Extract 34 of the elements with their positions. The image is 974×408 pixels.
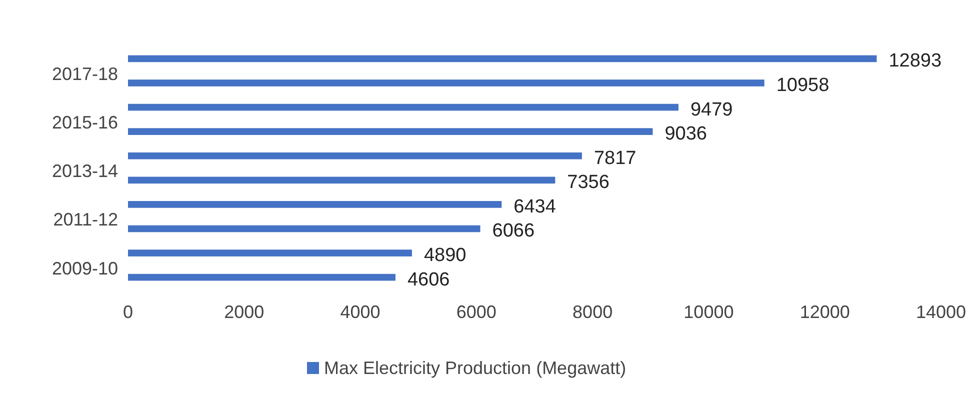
bar — [128, 104, 678, 111]
bar — [128, 176, 556, 184]
x-tick-label: 0 — [122, 302, 134, 322]
data-label: 4606 — [407, 269, 450, 290]
data-label: 9479 — [690, 99, 733, 120]
data-label: 7356 — [567, 172, 610, 194]
bar — [128, 128, 653, 135]
y-tick-label: 2009-10 — [52, 258, 118, 278]
bar — [128, 201, 502, 208]
y-tick-label: 2015-16 — [52, 112, 118, 133]
bar — [128, 225, 480, 232]
y-tick-label: 2017-18 — [52, 64, 118, 84]
y-tick-label: 2013-14 — [52, 161, 118, 182]
data-label: 6066 — [492, 220, 535, 242]
x-tick-label: 12000 — [800, 302, 850, 322]
bar — [128, 152, 582, 160]
x-tick-label: 10000 — [684, 302, 734, 322]
x-tick-label: 8000 — [572, 302, 613, 322]
x-tick-label: 14000 — [916, 302, 966, 322]
data-label: 7817 — [594, 148, 636, 169]
data-label: 9036 — [664, 124, 708, 145]
data-label: 12893 — [888, 50, 942, 72]
data-label: 6434 — [514, 196, 556, 218]
bar — [128, 274, 396, 281]
data-label: 10958 — [776, 74, 830, 96]
legend-label: Max Electricity Production (Megawatt) — [324, 358, 626, 378]
y-tick-label: 2011-12 — [53, 210, 118, 230]
bar — [128, 250, 412, 256]
x-tick-label: 2000 — [224, 302, 264, 322]
bar — [128, 55, 877, 62]
data-label: 4890 — [424, 245, 466, 266]
x-tick-label: 4000 — [340, 302, 380, 322]
bar — [128, 80, 764, 86]
x-tick-label: 6000 — [456, 302, 496, 322]
